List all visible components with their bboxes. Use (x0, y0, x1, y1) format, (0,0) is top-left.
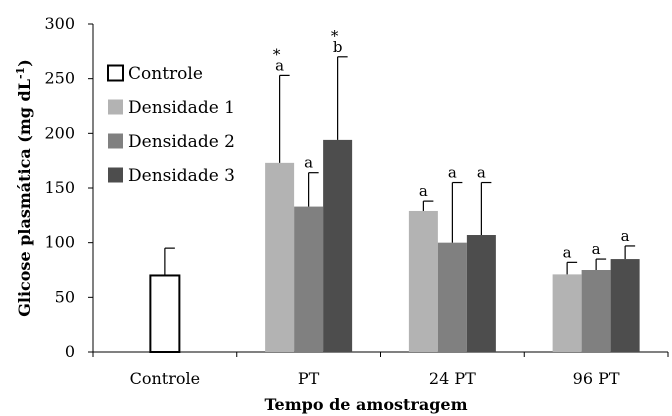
legend-swatch (107, 64, 124, 82)
x-tick-label: Controle (130, 369, 200, 388)
significance-asterisk: * (273, 45, 281, 63)
bar (294, 206, 324, 352)
y-tick-label: 100 (44, 233, 75, 252)
y-axis-title-main: Glicose plasmática (mg dL (15, 79, 34, 317)
bar (437, 242, 467, 352)
legend: Controle Densidade 1 Densidade 2 Densidade … (107, 64, 235, 186)
significance-letter: a (275, 56, 284, 74)
y-tick-label: 200 (44, 123, 75, 142)
y-axis-title: Glicose plasmática (mg dL-1) (14, 59, 34, 317)
legend-label: Densidade 1 (128, 98, 235, 118)
y-axis-title-sup: -1 (14, 67, 27, 79)
bar (408, 210, 438, 352)
significance-letter: a (419, 182, 428, 200)
bar (581, 270, 611, 352)
x-tick-label: 96 PT (573, 369, 620, 388)
significance-letter: b (333, 38, 343, 56)
y-tick-label: 50 (55, 287, 75, 306)
legend-swatch (108, 167, 123, 183)
bar (265, 162, 295, 352)
x-axis-title: Tempo de amostragem (264, 395, 467, 414)
y-tick-label: 150 (44, 178, 75, 197)
axes: 0 50 100 150 200 250 300 Controle PT 24 PT 96 PT (44, 14, 669, 388)
bar (552, 274, 582, 352)
significance-letter: a (592, 240, 601, 258)
bars: a*ab*aa aa aa (149, 27, 640, 354)
y-tick-label: 250 (44, 69, 75, 88)
significance-letter: a (621, 227, 630, 245)
significance-asterisk: * (331, 27, 339, 45)
bar (466, 235, 496, 352)
y-tick-label: 300 (44, 14, 75, 33)
legend-label: Densidade 3 (128, 166, 235, 186)
bar (610, 259, 640, 352)
legend-label: Controle (128, 64, 203, 84)
x-tick-label: 24 PT (429, 369, 476, 388)
y-axis-title-close: ) (15, 59, 34, 67)
y-tick-label: 0 (65, 342, 75, 361)
significance-letter: a (563, 243, 572, 261)
bar (323, 139, 353, 352)
significance-letter: a (448, 164, 457, 182)
significance-letter: a (304, 154, 313, 172)
legend-label: Densidade 2 (128, 132, 235, 152)
legend-swatch (108, 133, 123, 149)
significance-letter: a (477, 164, 486, 182)
bar (149, 274, 181, 354)
legend-swatch (108, 99, 123, 115)
x-tick-label: PT (298, 369, 320, 388)
